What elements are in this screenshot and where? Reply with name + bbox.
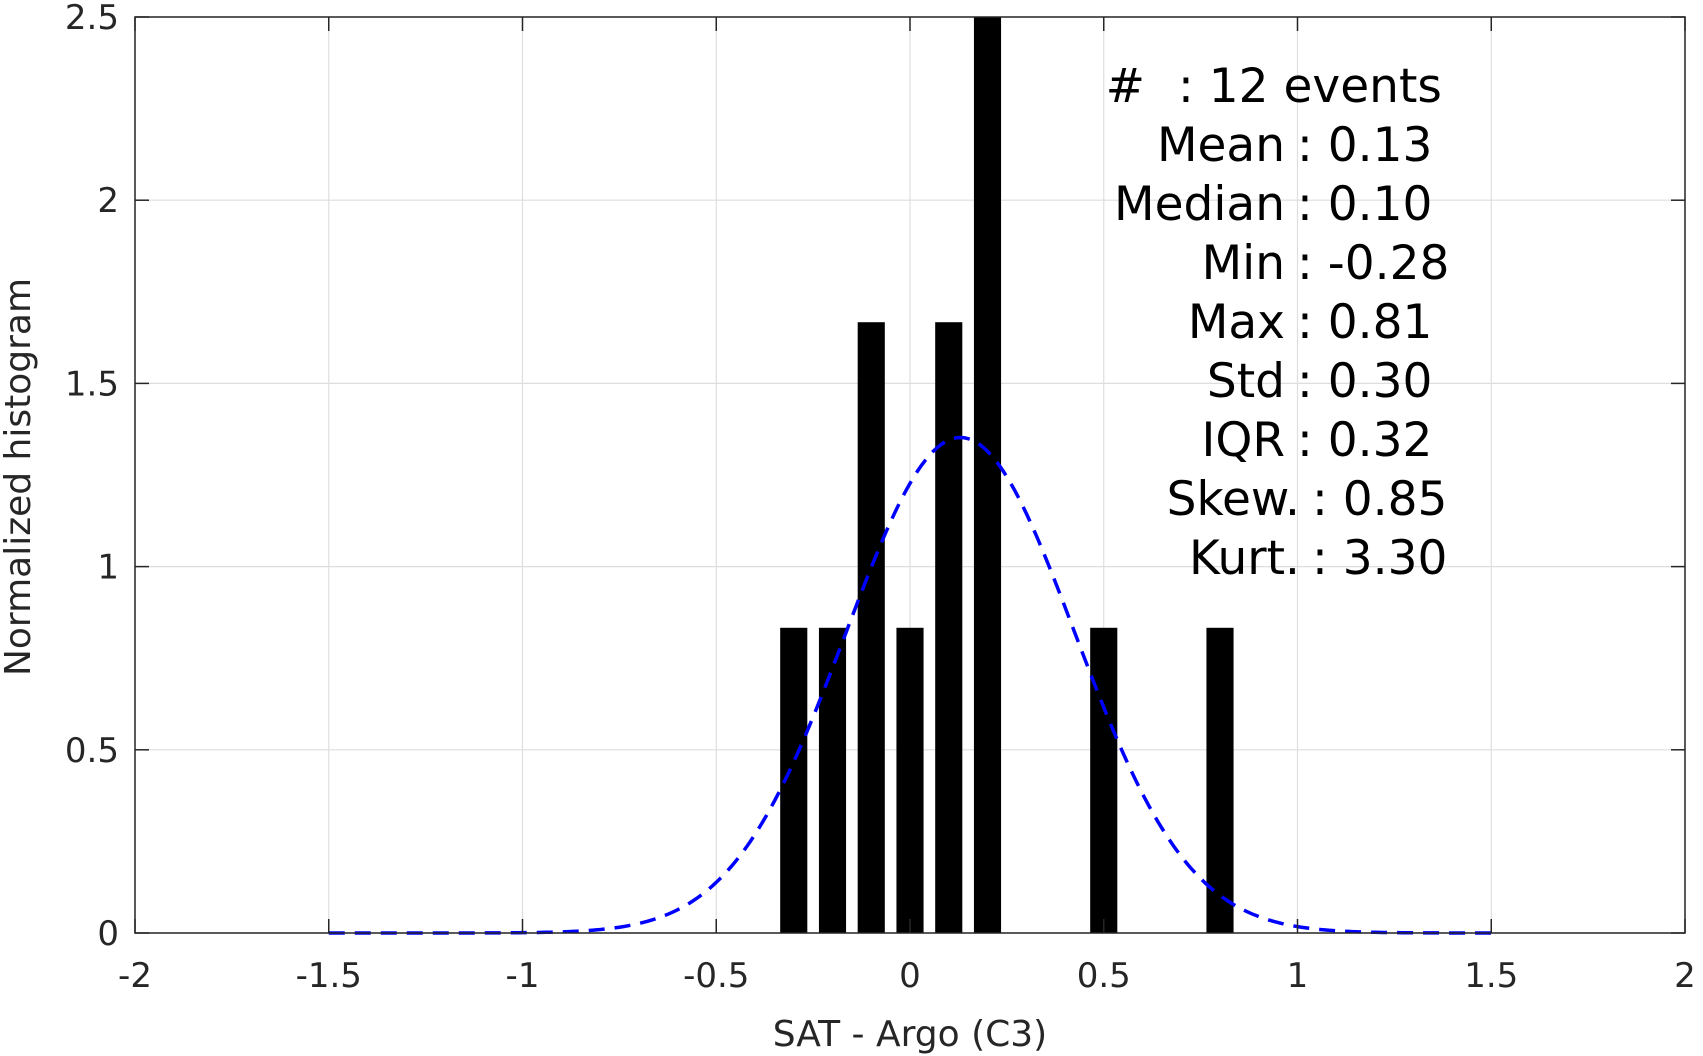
y-tick-labels: 0 0.5 1 1.5 2 2.5 (65, 0, 119, 954)
x-tick-label: -2 (118, 956, 152, 996)
axis-ticks (134, 16, 1686, 934)
stat-label: Kurt. (1189, 531, 1300, 586)
y-tick-label: 2.5 (65, 0, 119, 38)
y-tick-label: 2 (97, 181, 119, 221)
stat-value: : 12 events (1178, 59, 1442, 114)
histogram-bar (1206, 627, 1234, 933)
histogram-bar (818, 627, 847, 933)
stat-value: : 0.32 (1297, 413, 1432, 468)
histogram-bar (896, 627, 924, 933)
x-tick-label: 2 (1674, 956, 1696, 996)
stat-label: IQR (1201, 413, 1285, 468)
histogram-bar (973, 17, 1002, 933)
x-tick-labels: -2 -1.5 -1 -0.5 0 0.5 1 1.5 2 (118, 956, 1696, 996)
x-tick-label: 0.5 (1077, 956, 1131, 996)
stat-value: : 3.30 (1312, 531, 1447, 586)
stat-label: Min (1202, 236, 1285, 291)
histogram-bar (935, 322, 963, 934)
x-tick-label: -1.5 (296, 956, 362, 996)
stat-label: Std (1207, 354, 1285, 409)
x-tick-label: 0 (899, 956, 921, 996)
x-tick-label: -0.5 (683, 956, 749, 996)
stat-value: : -0.28 (1297, 236, 1449, 291)
y-tick-label: 0 (97, 914, 119, 954)
stat-value: : 0.85 (1312, 472, 1447, 527)
stat-label: Skew. (1167, 472, 1300, 527)
stat-label: Mean (1157, 118, 1285, 173)
y-tick-label: 0.5 (65, 731, 119, 771)
stat-label: # (1106, 59, 1145, 114)
stat-label: Max (1188, 295, 1285, 350)
y-tick-label: 1 (97, 548, 119, 588)
histogram-bars (780, 17, 1234, 934)
x-axis-label: SAT - Argo (C3) (773, 1014, 1047, 1055)
y-tick-label: 1.5 (65, 364, 119, 404)
x-tick-label: 1 (1287, 956, 1309, 996)
stat-value: : 0.10 (1297, 177, 1432, 232)
y-axis-label: Normalized histogram (0, 278, 39, 676)
stat-value: : 0.81 (1297, 295, 1432, 350)
histogram-bar (857, 322, 885, 934)
stat-value: : 0.30 (1297, 354, 1432, 409)
stat-value: : 0.13 (1297, 118, 1432, 173)
histogram-bar (1090, 627, 1118, 933)
stat-label: Median (1114, 177, 1285, 232)
x-tick-label: 1.5 (1464, 956, 1518, 996)
x-tick-label: -1 (506, 956, 540, 996)
